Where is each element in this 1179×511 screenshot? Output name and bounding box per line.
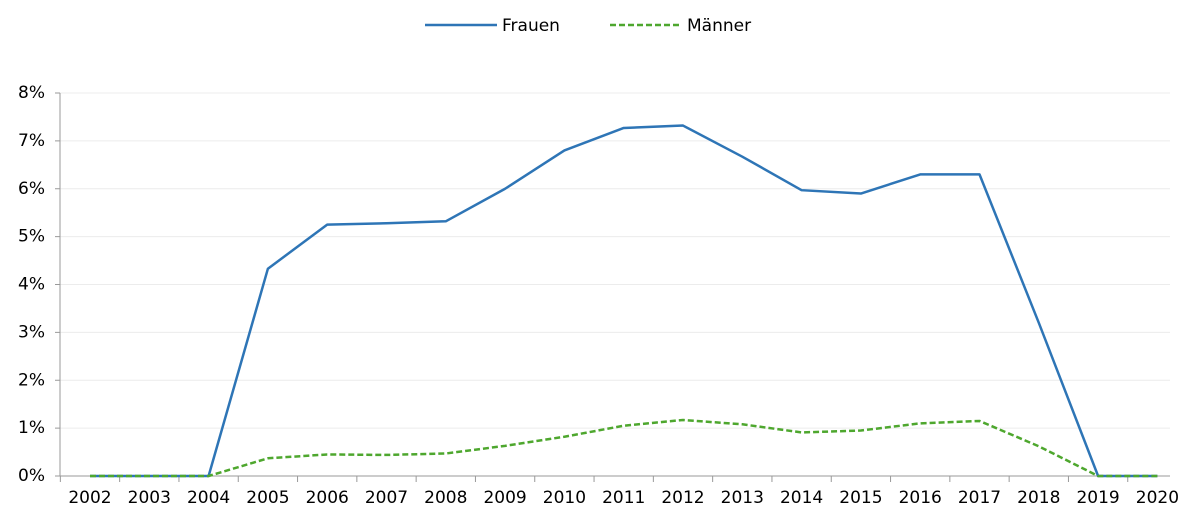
y-tick-label: 5% — [18, 227, 45, 247]
y-tick-label: 8% — [18, 83, 45, 103]
x-tick-label: 2014 — [780, 488, 823, 508]
x-tick-label: 2010 — [543, 488, 586, 508]
x-tick-label: 2015 — [839, 488, 882, 508]
legend-label: Frauen — [502, 16, 560, 36]
y-tick-label: 1% — [18, 418, 45, 438]
x-tick-label: 2002 — [68, 488, 111, 508]
y-tick-label: 6% — [18, 179, 45, 199]
y-tick-label: 3% — [18, 322, 45, 342]
y-tick-label: 0% — [18, 466, 45, 486]
x-tick-label: 2012 — [661, 488, 704, 508]
line-series — [90, 124, 1158, 478]
x-tick-label: 2013 — [721, 488, 764, 508]
y-tick-label: 2% — [18, 370, 45, 390]
x-tick-label: 2009 — [483, 488, 526, 508]
x-tick-label: 2008 — [424, 488, 467, 508]
x-tick-label: 2006 — [306, 488, 349, 508]
x-tick-label: 2017 — [958, 488, 1001, 508]
y-tick-label: 4% — [18, 275, 45, 295]
x-tick-label: 2004 — [187, 488, 230, 508]
x-tick-label: 2005 — [246, 488, 289, 508]
x-tick-label: 2018 — [1017, 488, 1060, 508]
x-tick-label: 2019 — [1076, 488, 1119, 508]
x-tick-label: 2003 — [128, 488, 171, 508]
x-tick-label: 2007 — [365, 488, 408, 508]
x-tick-label: 2020 — [1136, 488, 1179, 508]
x-tick-label: 2016 — [899, 488, 942, 508]
legend-label: Männer — [687, 16, 751, 36]
x-tick-label: 2011 — [602, 488, 645, 508]
y-tick-label: 7% — [18, 131, 45, 151]
line-series — [90, 418, 1158, 478]
